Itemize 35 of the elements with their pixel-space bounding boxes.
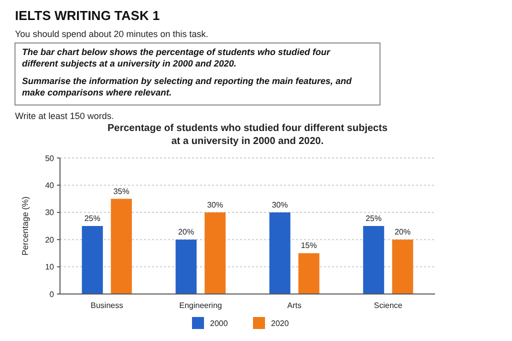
y-tick-label: 50 [45,154,55,163]
y-tick-label: 20 [45,235,55,244]
y-tick-label: 10 [45,262,55,272]
x-tick-label: Business [90,301,124,310]
data-label: 30% [272,200,288,210]
legend-label: 2020 [271,318,290,328]
text: Write at least 150 words. [15,111,114,121]
y-tick-label: 30 [45,208,55,218]
data-label: 25% [84,214,100,223]
y-tick-label: 0 [50,290,55,299]
data-label: 15% [300,241,317,250]
text: You should spend about 20 minutes on this task. [15,29,208,39]
bar [269,212,290,294]
data-label: 20% [394,228,411,237]
data-label: 20% [178,228,194,237]
bar [363,226,384,294]
chart-title: Percentage of students who studied four different subjects at a university in 2000 and 2020. [107,123,388,147]
x-tick-label: Arts [287,301,302,310]
bar [392,240,414,294]
text: The bar chart below shows the percentage of students who studied four different subjects at a university in 2000 and 2020. [22,47,331,68]
bar [204,212,226,294]
data-label: 25% [366,214,382,223]
bar [110,198,132,294]
text: Summarise the information by selecting and reporting the main features, and make comparisons where relevant. [22,76,352,98]
bar [82,226,103,294]
data-label: 35% [113,186,130,196]
y-axis-title: Percentage (%) [20,196,30,256]
x-tick-label: Science [374,301,403,310]
y-tick-label: 40 [45,181,55,190]
x-tick-label: Engineering [179,301,222,310]
data-label: 30% [207,200,224,210]
bar [176,240,197,294]
text: IELTS WRITING TASK 1 [15,8,160,23]
bar [298,253,320,294]
legend-label: 2000 [210,318,228,328]
